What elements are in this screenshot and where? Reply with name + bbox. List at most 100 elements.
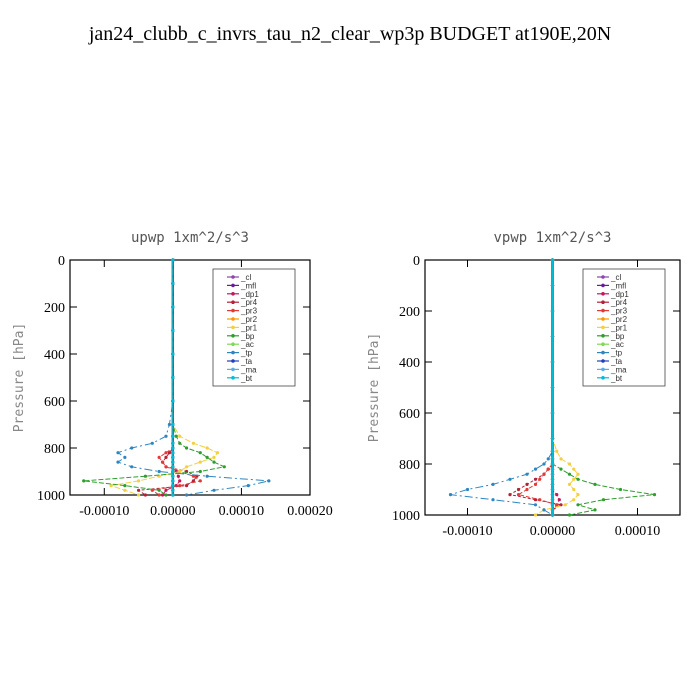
legend-label: _pr1: [240, 323, 258, 332]
data-point: [205, 474, 209, 478]
legend-marker: [601, 300, 605, 305]
legend-marker: [231, 350, 235, 355]
data-point: [555, 493, 559, 497]
legend-label: _ta: [240, 357, 253, 366]
data-point: [116, 451, 120, 455]
y-tick-label: 800: [44, 442, 65, 457]
data-point: [176, 474, 180, 478]
legend-marker: [231, 367, 235, 372]
data-point: [82, 479, 86, 483]
y-axis-label: Pressure [hPa]: [12, 323, 27, 433]
x-tick-label: 0.00000: [530, 524, 576, 539]
legend-marker: [601, 325, 605, 330]
data-point: [550, 457, 555, 461]
legend-marker: [231, 300, 235, 305]
legend-box: [212, 268, 296, 387]
legend-label: _mfl: [610, 281, 626, 290]
data-point: [164, 493, 168, 497]
data-point: [167, 422, 172, 427]
legend-marker: [231, 325, 235, 330]
data-point: [143, 493, 148, 497]
data-point: [157, 469, 161, 474]
data-point: [559, 457, 563, 461]
data-point: [491, 482, 495, 486]
data-point: [171, 258, 175, 262]
data-point: [171, 441, 175, 445]
data-point: [525, 487, 529, 492]
data-point: [546, 467, 550, 471]
y-tick-label: 800: [399, 458, 420, 473]
panel-title: upwp 1xm^2/s^3: [131, 230, 249, 246]
legend-label: _bp: [610, 332, 625, 341]
data-point: [516, 493, 521, 497]
data-point: [222, 465, 226, 469]
data-point: [123, 488, 127, 492]
x-tick-label: 0.00010: [615, 524, 661, 539]
legend-label: _tp: [610, 349, 623, 358]
data-point: [205, 455, 209, 459]
data-point: [198, 451, 202, 455]
legend-marker: [231, 317, 235, 321]
data-point: [157, 455, 161, 459]
legend-label: _pr3: [240, 307, 258, 316]
data-point: [136, 493, 141, 497]
data-point: [164, 465, 168, 469]
data-point: [123, 484, 127, 488]
data-point: [174, 434, 178, 438]
data-point: [516, 487, 521, 492]
data-point: [533, 467, 538, 471]
legend-marker: [601, 367, 605, 372]
data-point: [572, 487, 576, 492]
y-tick-label: 1000: [37, 489, 65, 504]
panel-title: vpwp 1xm^2/s^3: [493, 230, 611, 246]
legend-label: _pr2: [610, 315, 628, 324]
data-point: [171, 434, 175, 438]
data-point: [116, 460, 120, 464]
data-point: [546, 457, 550, 461]
data-point: [198, 460, 202, 464]
data-point: [136, 488, 141, 492]
data-point: [550, 462, 555, 466]
x-tick-label: 0.00020: [287, 504, 333, 519]
data-point: [525, 482, 529, 486]
legend-marker: [601, 359, 605, 363]
data-point: [171, 469, 175, 474]
legend-marker: [231, 376, 235, 380]
data-point: [171, 460, 175, 464]
series-line-tp: [450, 260, 553, 516]
data-point: [267, 479, 271, 483]
data-point: [533, 503, 538, 507]
data-point: [164, 434, 168, 438]
data-point: [567, 513, 572, 517]
data-point: [171, 479, 175, 483]
y-tick-label: 0: [413, 254, 420, 269]
data-point: [178, 484, 182, 488]
data-point: [576, 493, 580, 497]
data-point: [164, 488, 168, 492]
data-point: [171, 465, 175, 469]
legend-marker: [231, 334, 235, 338]
data-point: [491, 498, 495, 502]
data-point: [538, 498, 542, 502]
plot-frame: [69, 259, 311, 496]
legend-label: _cl: [610, 273, 621, 282]
y-tick-label: 600: [44, 395, 65, 410]
data-point: [171, 484, 175, 488]
data-point: [212, 460, 216, 464]
data-point: [593, 508, 597, 512]
data-point: [533, 482, 538, 486]
legend-label: _pr3: [610, 307, 628, 316]
figure-title: jan24_clubb_c_invrs_tau_n2_clear_wp3p BU…: [88, 23, 611, 45]
data-point: [550, 467, 555, 471]
data-point: [212, 455, 216, 459]
legend-box: [582, 268, 666, 387]
legend-label: _pr4: [610, 298, 628, 307]
data-point: [184, 465, 189, 469]
upwp-panel: upwp 1xm^2/s^3 Pressure [hPa] 0 200 400 600 80…: [12, 230, 333, 519]
legend-marker: [601, 350, 605, 355]
data-point: [550, 385, 555, 390]
data-point: [572, 477, 576, 481]
y-axis-label: Pressure [hPa]: [367, 333, 382, 443]
legend-marker: [601, 342, 605, 347]
